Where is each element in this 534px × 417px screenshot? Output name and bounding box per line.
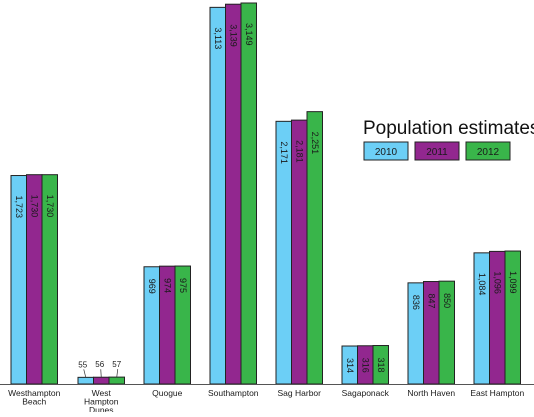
chart-title: Population estimates bbox=[363, 118, 534, 139]
category-label-line: Westhampton bbox=[8, 388, 61, 398]
bar-2011-1 bbox=[93, 376, 110, 385]
legend: 2010 2011 2012 bbox=[363, 141, 511, 161]
bar-2012-3 bbox=[240, 2, 257, 385]
legend-label-2011: 2011 bbox=[426, 147, 448, 158]
legend-label-2010: 2010 bbox=[375, 147, 398, 158]
legend-swatch-2011 bbox=[414, 141, 460, 161]
value-label: 1,099 bbox=[508, 271, 518, 294]
category-labels-layer: Westhampton Beach West Hampton Dunes Quogue So… bbox=[8, 388, 524, 415]
category-label-line: West bbox=[92, 388, 112, 398]
value-label: 850 bbox=[442, 293, 452, 308]
value-label: 969 bbox=[147, 279, 157, 294]
value-label: 316 bbox=[360, 358, 370, 373]
value-label: 2,171 bbox=[279, 141, 289, 164]
category-label: Westhampton Beach bbox=[8, 388, 61, 407]
value-label: 314 bbox=[345, 358, 355, 373]
value-label: 1,730 bbox=[45, 195, 55, 218]
value-label: 3,139 bbox=[228, 24, 238, 47]
value-label: 57 bbox=[112, 360, 121, 369]
category-label-line: Sag Harbor bbox=[278, 388, 322, 398]
category-label-line: Southampton bbox=[208, 388, 259, 398]
value-label: 1,096 bbox=[492, 271, 502, 294]
category-label: Sag Harbor bbox=[278, 388, 322, 398]
value-leader-line bbox=[100, 369, 102, 378]
value-label: 836 bbox=[411, 295, 421, 310]
value-leader-line bbox=[116, 369, 119, 378]
bars-layer bbox=[10, 2, 521, 385]
value-label: 318 bbox=[376, 358, 386, 373]
category-label-line: Hampton bbox=[84, 397, 119, 407]
value-label: 3,149 bbox=[244, 23, 254, 46]
value-label: 975 bbox=[178, 278, 188, 293]
value-labels-layer: 1,723 1,730 1,730 55 56 57 969 974 975 3,113 3,139… bbox=[14, 23, 518, 378]
value-label: 847 bbox=[426, 294, 436, 309]
category-label: North Haven bbox=[407, 388, 455, 398]
value-label: 1,723 bbox=[14, 196, 24, 219]
value-label: 55 bbox=[78, 360, 87, 369]
value-label: 56 bbox=[95, 360, 104, 369]
legend-label-2012: 2012 bbox=[477, 147, 500, 158]
bar-2012-1 bbox=[108, 376, 125, 385]
bar-2010-1 bbox=[77, 376, 94, 385]
value-label: 2,251 bbox=[310, 132, 320, 155]
category-label-line: Quogue bbox=[152, 388, 183, 398]
category-label-line: Sagaponack bbox=[342, 388, 390, 398]
category-label-line: Dunes bbox=[89, 405, 114, 412]
bar-2010-3 bbox=[209, 6, 226, 385]
category-label: Southampton bbox=[208, 388, 259, 398]
value-label: 1,084 bbox=[477, 273, 487, 296]
category-label-line: Beach bbox=[22, 397, 46, 407]
category-label: Quogue bbox=[152, 388, 183, 398]
value-label: 2,181 bbox=[294, 140, 304, 163]
category-label-line: North Haven bbox=[407, 388, 455, 398]
value-label: 1,730 bbox=[29, 195, 39, 218]
value-label: 3,113 bbox=[213, 27, 223, 49]
category-label: East Hampton bbox=[470, 388, 524, 398]
value-leader-line bbox=[83, 369, 87, 378]
category-label: Sagaponack bbox=[342, 388, 390, 398]
legend-swatch-2010 bbox=[363, 141, 409, 161]
legend-swatch-2012 bbox=[465, 141, 511, 161]
category-label-line: East Hampton bbox=[470, 388, 524, 398]
category-label: West Hampton Dunes bbox=[84, 388, 119, 412]
value-label: 974 bbox=[162, 278, 172, 293]
bar-2011-3 bbox=[225, 3, 242, 385]
